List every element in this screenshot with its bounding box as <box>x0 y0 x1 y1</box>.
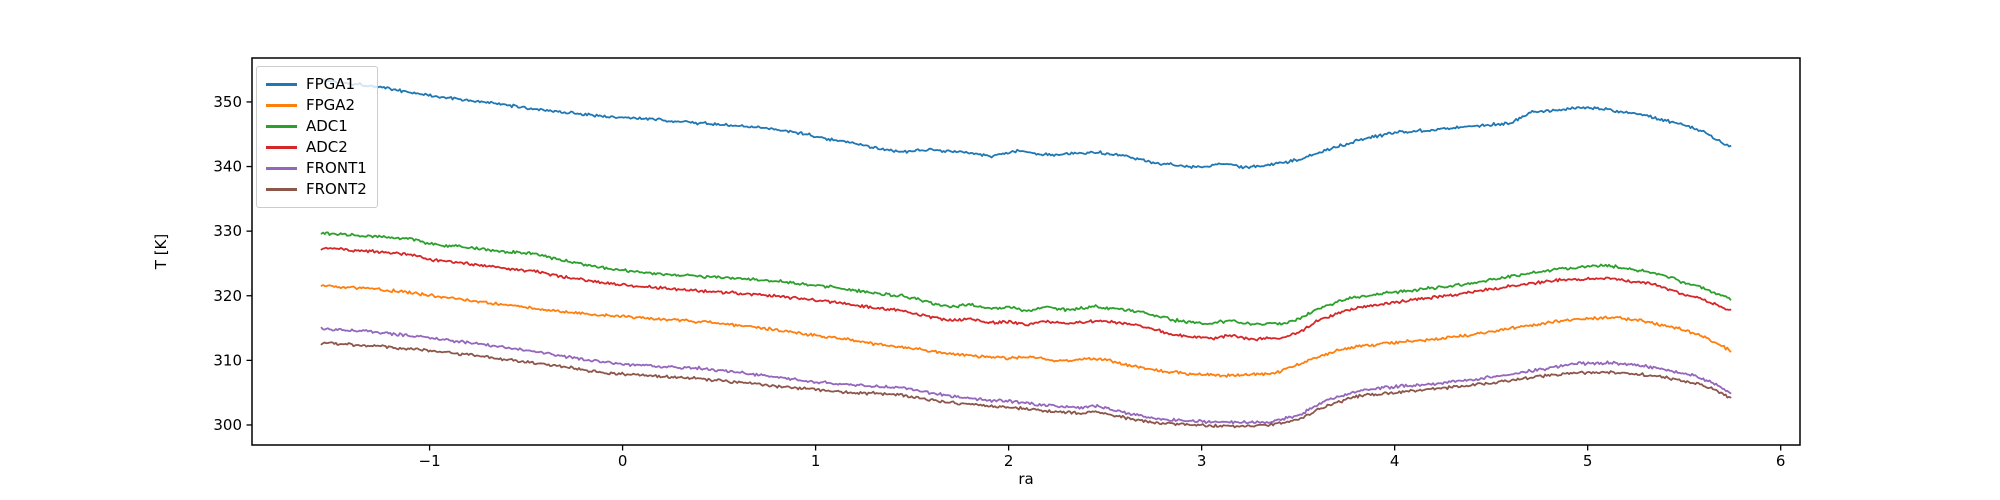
series-line-ADC2 <box>320 246 1732 342</box>
legend-label: FRONT1 <box>306 159 367 177</box>
legend-line-sample <box>266 104 297 107</box>
legend-line-sample <box>266 146 297 149</box>
legend-item-FRONT2: FRONT2 <box>266 179 367 200</box>
x-tick-label: 6 <box>1776 452 1786 470</box>
legend-item-FPGA2: FPGA2 <box>266 95 367 116</box>
x-ticks: −1 0 1 2 3 4 5 6 <box>419 445 1786 470</box>
legend-label: ADC1 <box>306 117 348 135</box>
legend-label: FPGA2 <box>306 96 356 114</box>
y-tick-label: 300 <box>213 416 242 434</box>
series-line-FRONT2 <box>320 341 1732 429</box>
y-tick-label: 320 <box>213 287 242 305</box>
legend-label: ADC2 <box>306 138 348 156</box>
series-line-FPGA2 <box>320 284 1732 378</box>
legend-item-ADC2: ADC2 <box>266 137 367 158</box>
plot-border <box>251 57 1801 446</box>
legend-label: FPGA1 <box>306 75 356 93</box>
x-tick-label: 2 <box>1004 452 1014 470</box>
series-line-FRONT1 <box>320 326 1732 425</box>
legend-line-sample <box>266 188 297 191</box>
legend-label: FRONT2 <box>306 180 367 198</box>
legend-item-FPGA1: FPGA1 <box>266 74 367 95</box>
series-line-ADC1 <box>320 231 1732 326</box>
x-axis-label: ra <box>1018 470 1033 488</box>
y-tick-label: 350 <box>213 93 242 111</box>
series-line-FPGA1 <box>320 78 1732 170</box>
x-tick-label: 5 <box>1583 452 1593 470</box>
y-axis-label: T [K] <box>152 234 170 270</box>
x-tick-label: 4 <box>1390 452 1400 470</box>
y-tick-label: 340 <box>213 158 242 176</box>
x-tick-label: 0 <box>618 452 628 470</box>
legend-line-sample <box>266 125 297 128</box>
legend: FPGA1 FPGA2 ADC1 ADC2 FRONT1 FRONT2 <box>256 66 378 208</box>
legend-line-sample <box>266 167 297 170</box>
y-tick-label: 330 <box>213 222 242 240</box>
legend-item-ADC1: ADC1 <box>266 116 367 137</box>
x-tick-label: 3 <box>1197 452 1207 470</box>
legend-line-sample <box>266 83 297 86</box>
y-tick-label: 310 <box>213 351 242 369</box>
x-tick-label: −1 <box>419 452 441 470</box>
legend-item-FRONT1: FRONT1 <box>266 158 367 179</box>
y-ticks: 300 310 320 330 340 350 <box>213 93 252 434</box>
series-lines <box>320 78 1732 429</box>
x-tick-label: 1 <box>811 452 821 470</box>
